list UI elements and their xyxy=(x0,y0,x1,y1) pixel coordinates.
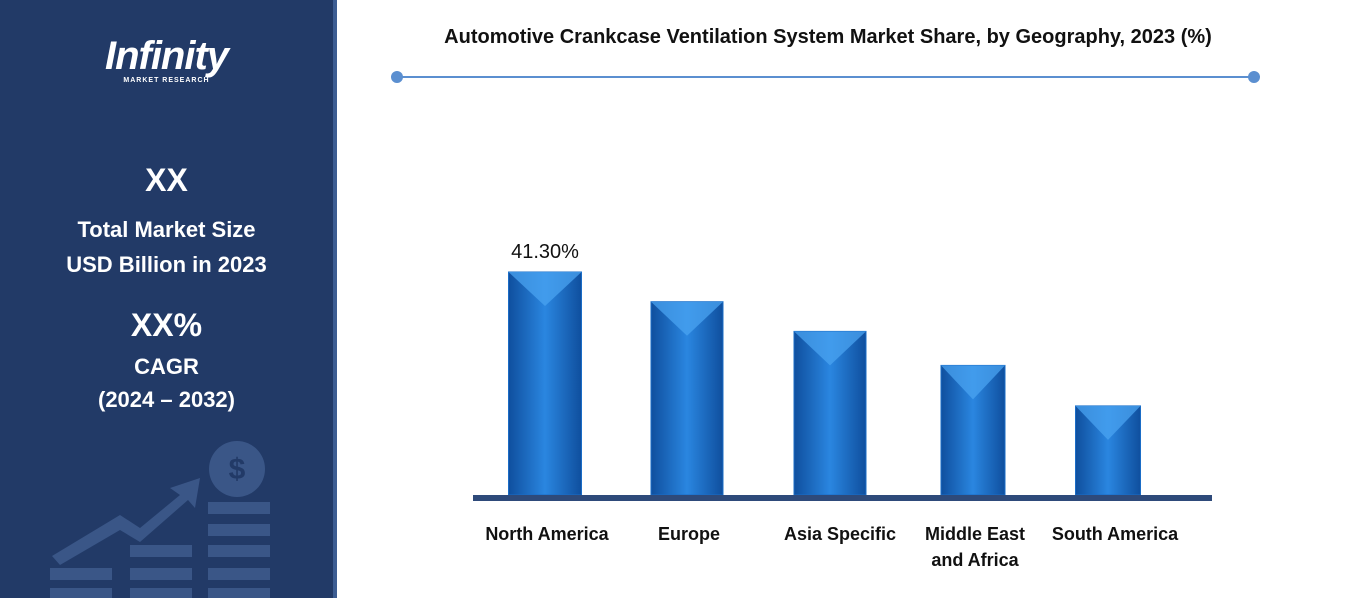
x-tick-label: Europe xyxy=(657,524,720,544)
svg-text:$: $ xyxy=(229,453,246,486)
bar-highlight xyxy=(651,301,723,336)
rule-dot xyxy=(391,71,403,83)
bar-highlight xyxy=(508,272,582,306)
cagr-period: (2024 – 2032) xyxy=(98,387,235,412)
logo: Infinity xyxy=(104,34,229,78)
bar-highlight xyxy=(941,365,1005,400)
logo-subtitle: MARKET RESEARCH xyxy=(123,77,210,84)
market-size-unit: USD Billion in 2023 xyxy=(66,252,267,277)
sidebar: Infinity MARKET RESEARCH XX Total Market… xyxy=(0,0,337,598)
rule-dot xyxy=(1248,71,1260,83)
market-size: XX xyxy=(145,162,188,198)
market-size-label: Total Market Size xyxy=(77,217,256,242)
decor-icon: $ xyxy=(50,441,270,598)
bar-highlight xyxy=(1075,405,1141,440)
x-tick-label: Asia Specific xyxy=(783,524,897,544)
x-tick-label: Middle East and Africa xyxy=(924,524,1026,570)
cagr-label: CAGR xyxy=(134,354,199,379)
bar-highlight xyxy=(794,331,866,366)
x-tick-label: North America xyxy=(485,524,609,544)
x-tick-label: South America xyxy=(1051,524,1179,544)
chart-title: Automotive Crankcase Ventilation System … xyxy=(444,26,1212,48)
cagr: XX% xyxy=(130,307,203,343)
bar xyxy=(508,271,582,496)
value-label: 41.30% xyxy=(511,241,579,263)
